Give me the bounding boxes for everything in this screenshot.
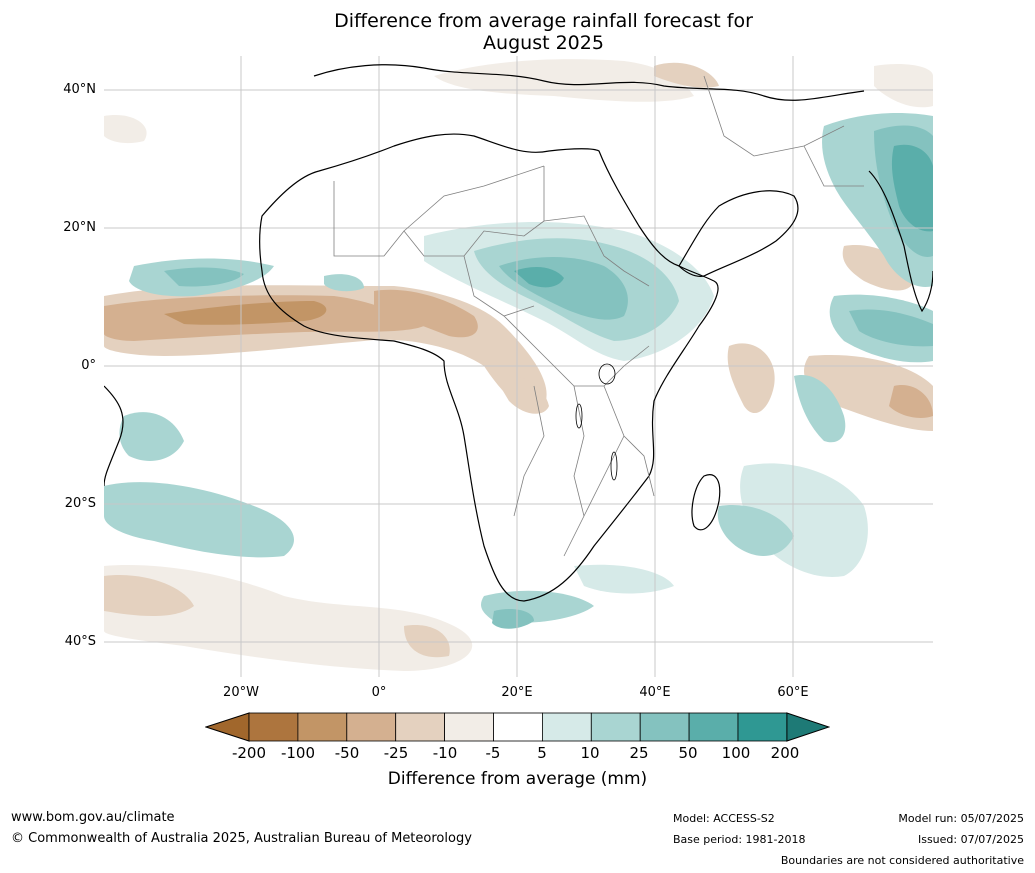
colorbar-tick: 100	[721, 744, 751, 762]
colorbar-bin	[297, 712, 348, 742]
colorbar-tick: 10	[580, 744, 600, 762]
colorbar-tick: 200	[770, 744, 800, 762]
country-borders	[333, 75, 864, 557]
colorbar-tick: -50	[334, 744, 360, 762]
colorbar-arrow-low	[205, 712, 250, 742]
colorbar	[205, 712, 830, 742]
colorbar-bin	[737, 712, 788, 742]
model-run-text: Model run: 05/07/2025	[898, 812, 1024, 825]
colorbar-bin	[444, 712, 494, 742]
base-period-text: Base period: 1981-2018	[673, 833, 806, 846]
colorbar-bin	[590, 712, 641, 742]
lon-label-20w: 20°W	[223, 685, 259, 700]
lon-label-60e: 60°E	[777, 685, 809, 700]
colorbar-tick: 50	[678, 744, 698, 762]
colorbar-bin	[493, 712, 543, 742]
graticule	[104, 56, 933, 677]
coastlines	[104, 64, 933, 602]
lon-label-0: 0°	[371, 685, 387, 700]
title-line-1: Difference from average rainfall forecas…	[334, 10, 753, 32]
india-coastline	[868, 170, 933, 313]
colorbar-bin	[248, 712, 299, 742]
colorbar-label: Difference from average (mm)	[387, 769, 648, 789]
colorbar-tick: -100	[280, 744, 316, 762]
lat-label-0: 0°	[81, 358, 96, 373]
colorbar-bin	[639, 712, 690, 742]
colorbar-tick: -10	[432, 744, 458, 762]
madagascar-coastline	[691, 474, 721, 531]
colorbar-tick: -25	[383, 744, 409, 762]
chart-title: Difference from average rainfall forecas…	[0, 10, 1035, 54]
lat-label-20s: 20°S	[64, 496, 96, 511]
wet-anomaly-shading	[104, 113, 933, 629]
arabia-coastline	[678, 190, 799, 277]
boundaries-disclaimer: Boundaries are not considered authoritat…	[780, 854, 1024, 867]
issued-text: Issued: 07/07/2025	[917, 833, 1024, 846]
europe-coastline	[313, 64, 865, 101]
model-text: Model: ACCESS-S2	[673, 812, 775, 825]
colorbar-bin	[346, 712, 397, 742]
colorbar-bin	[541, 712, 592, 742]
map-canvas	[104, 56, 933, 677]
lat-label-40n: 40°N	[63, 82, 96, 97]
copyright-text: © Commonwealth of Australia 2025, Austra…	[11, 831, 472, 846]
colorbar-tick: 25	[629, 744, 649, 762]
lon-label-20e: 20°E	[501, 685, 533, 700]
colorbar-bin	[688, 712, 739, 742]
lat-label-40s: 40°S	[64, 634, 96, 649]
colorbar-bin	[395, 712, 445, 742]
title-line-2: August 2025	[483, 32, 604, 54]
colorbar-tick: 5	[537, 744, 547, 762]
lon-label-40e: 40°E	[639, 685, 671, 700]
lat-label-20n: 20°N	[63, 220, 96, 235]
dry-anomaly-shading	[104, 59, 933, 671]
colorbar-tick: -200	[231, 744, 267, 762]
rainfall-map	[104, 56, 933, 677]
website-link[interactable]: www.bom.gov.au/climate	[11, 810, 175, 825]
colorbar-arrow-high	[786, 712, 830, 742]
africa-coastline	[259, 133, 719, 602]
south-america-coastline	[104, 385, 124, 487]
lakes	[575, 363, 618, 481]
colorbar-tick: -5	[485, 744, 501, 762]
